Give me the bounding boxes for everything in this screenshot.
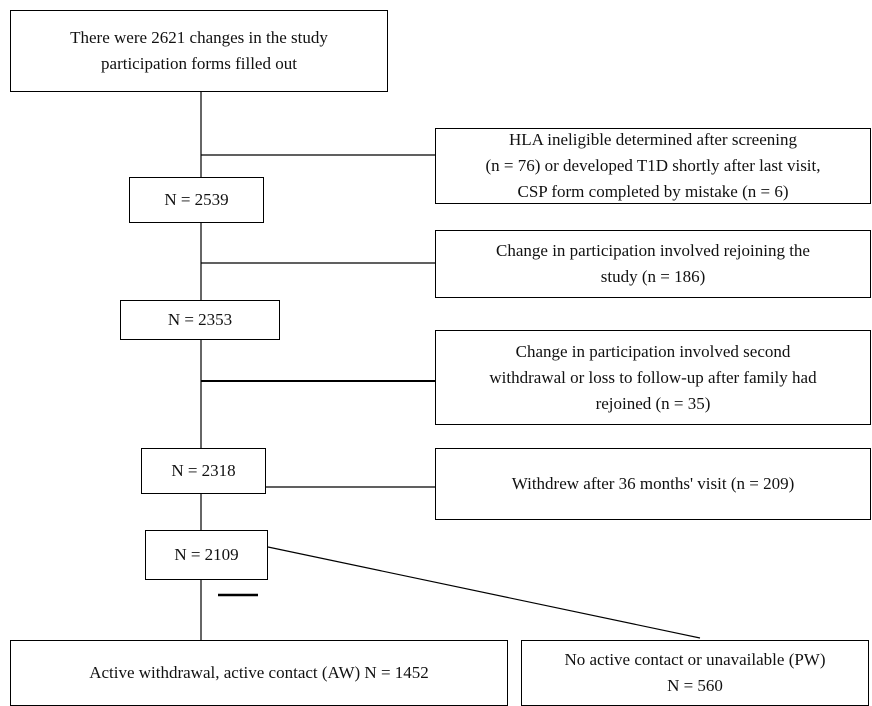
box-text: There were 2621 changes in the study bbox=[70, 28, 328, 47]
flow-box: HLA ineligible determined after screenin… bbox=[435, 128, 871, 204]
box-text: N = 2109 bbox=[174, 545, 239, 564]
flow-box: N = 2353 bbox=[120, 300, 280, 340]
box-text: N = 2353 bbox=[167, 310, 233, 329]
box-text: No active contact or unavailable (PW) bbox=[564, 650, 826, 669]
flow-box: Change in participation involved second w… bbox=[435, 330, 871, 425]
box-text: HLA ineligible determined after screenin… bbox=[509, 130, 797, 149]
box-text: Change in participation involved rejoini… bbox=[496, 241, 810, 260]
box-text: study (n = 186) bbox=[600, 267, 706, 286]
box-text: rejoined (n = 35) bbox=[595, 393, 711, 413]
box-text: (n = 76) or developed T1D shortly after … bbox=[485, 156, 821, 175]
box-text: Change in participation involved second bbox=[515, 341, 791, 361]
box-text: participation forms filled out bbox=[101, 54, 297, 73]
box-text: N = 2318 bbox=[171, 461, 236, 480]
diagonal-line bbox=[267, 546, 701, 639]
box-text: CSP form completed by mistake (n = 6) bbox=[517, 182, 789, 201]
box-text: N = 560 bbox=[667, 676, 723, 695]
flow-box: N = 2539 bbox=[129, 177, 264, 223]
flow-box: N = 2318 bbox=[141, 448, 266, 494]
flow-box: No active contact or unavailable (PW) N =… bbox=[521, 640, 869, 706]
flow-box: Change in participation involved rejoini… bbox=[435, 230, 871, 298]
box-text: N = 2539 bbox=[164, 190, 229, 209]
flow-box: Withdrew after 36 months' visit (n = 209… bbox=[435, 448, 871, 520]
flow-box: There were 2621 changes in the study part… bbox=[10, 10, 388, 92]
flow-box: N = 2109 bbox=[145, 530, 268, 580]
box-text: Withdrew after 36 months' visit (n = 209… bbox=[511, 474, 795, 493]
box-text: Active withdrawal, active contact (AW) N… bbox=[89, 663, 429, 682]
box-text: withdrawal or loss to follow-up after fa… bbox=[489, 367, 817, 387]
flow-box: Active withdrawal, active contact (AW) N… bbox=[10, 640, 508, 706]
